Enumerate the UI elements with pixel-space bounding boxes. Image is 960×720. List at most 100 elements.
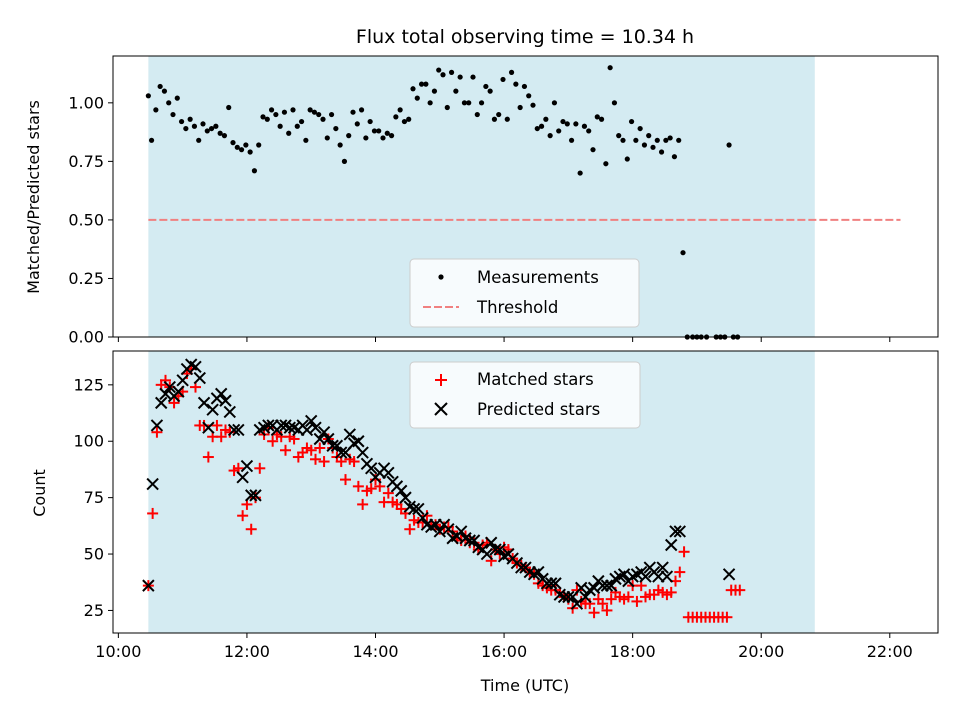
predicted-stars-point [562,590,575,604]
measurements-point [663,137,669,143]
measurements-point [478,100,485,106]
measurements-point [556,128,562,134]
bottom-ytick-label: 125 [73,375,104,394]
top-legend: Measurements Threshold [409,258,640,328]
measurements-point [667,135,673,141]
measurements-point [157,83,163,90]
predicted-stars-point [245,489,258,502]
legend-matched-marker [435,374,447,386]
predicted-stars-point [515,561,528,574]
measurements-point [217,130,223,136]
predicted-stars-point [309,421,322,434]
measurements-point [603,161,609,167]
measurements-point [316,111,322,118]
predicted-stars-point [202,421,215,434]
measurements-point [491,116,498,122]
measurements-point [148,137,155,143]
matched-stars-point [215,431,227,443]
measurements-point [611,100,618,106]
measurements-point [624,156,630,162]
predicted-stars-point [155,396,168,410]
predicted-stars-point [639,570,652,583]
measurements-point [406,116,412,122]
measurements-point [333,125,339,132]
bottom-legend: Matched stars Predicted stars [409,361,641,429]
matched-stars-point [665,586,677,598]
predicted-stars-point [570,597,584,610]
measurements-point [453,88,459,94]
bottom-ytick-label: 75 [84,488,104,507]
predicted-stars-point [176,374,189,387]
measurements-point [658,149,665,155]
matched-stars-point [224,426,236,438]
measurements-point [273,111,279,118]
measurements-point [616,133,622,139]
measurements-point [607,65,613,71]
measurements-point [260,114,266,120]
measurements-point [251,168,258,174]
matched-stars-point [340,474,351,486]
measurements-point [221,133,228,139]
measurements-point [551,100,558,106]
legend-measurements-marker [438,274,444,280]
matched-stars-point [605,593,617,605]
measurements-point [268,107,275,113]
matched-stars-point [601,604,613,616]
measurements-point [371,128,378,134]
measurements-point [628,118,635,125]
predicted-stars-point [335,446,348,459]
measurements-point [573,121,579,127]
predicted-stars-point [365,462,378,475]
matched-stars-point [147,507,159,519]
measurements-point [444,104,450,111]
measurements-point [230,140,236,146]
predicted-stars-point [485,536,498,549]
measurements-point [247,149,253,155]
legend-predicted-label: Predicted stars [477,400,600,419]
measurements-point [380,135,386,141]
measurements-point [521,83,528,90]
measurements-point [367,118,373,125]
predicted-stars-point [356,446,369,459]
measurements-point [530,102,536,108]
legend-matched-label: Matched stars [477,370,594,389]
predicted-stars-point [206,403,219,416]
top-series-layer [145,65,901,340]
measurements-point [470,74,476,80]
matched-stars-point [622,591,634,603]
bottom-xlabel: Time (UTC) [480,676,569,695]
measurements-point [350,109,356,115]
predicted-stars-point [163,380,176,394]
measurements-point [641,142,648,148]
measurements-point [448,69,455,75]
predicted-stars-point [395,484,408,498]
bottom-xtick-label: 14:00 [352,642,398,661]
measurements-point [474,111,480,118]
measurements-point [680,250,686,256]
measurements-point [423,81,429,87]
top-ytick-label: 0.75 [68,152,104,171]
measurements-point [487,88,493,94]
measurements-point [294,123,300,129]
bottom-series-layer [142,358,746,623]
measurements-point [397,107,403,113]
predicted-stars-point [227,423,241,437]
measurements-point [534,125,540,132]
matched-stars-point [678,546,690,558]
matched-stars-point [357,498,369,510]
matched-stars-point [631,595,643,607]
bottom-xtick-label: 12:00 [224,642,270,661]
matched-stars-point [211,419,223,431]
measurements-point [170,111,176,118]
predicted-stars-point [489,543,502,556]
matched-stars-point [421,510,433,522]
matched-stars-point [168,397,180,409]
bottom-ytick-label: 25 [84,601,104,620]
measurements-point [637,125,643,132]
predicted-stars-point [197,396,211,410]
bottom-xtick-label: 18:00 [610,642,656,661]
predicted-stars-point [669,525,682,538]
bottom-xtick-label: 20:00 [738,642,784,661]
predicted-stars-point [549,577,562,590]
measurements-point [311,109,318,115]
